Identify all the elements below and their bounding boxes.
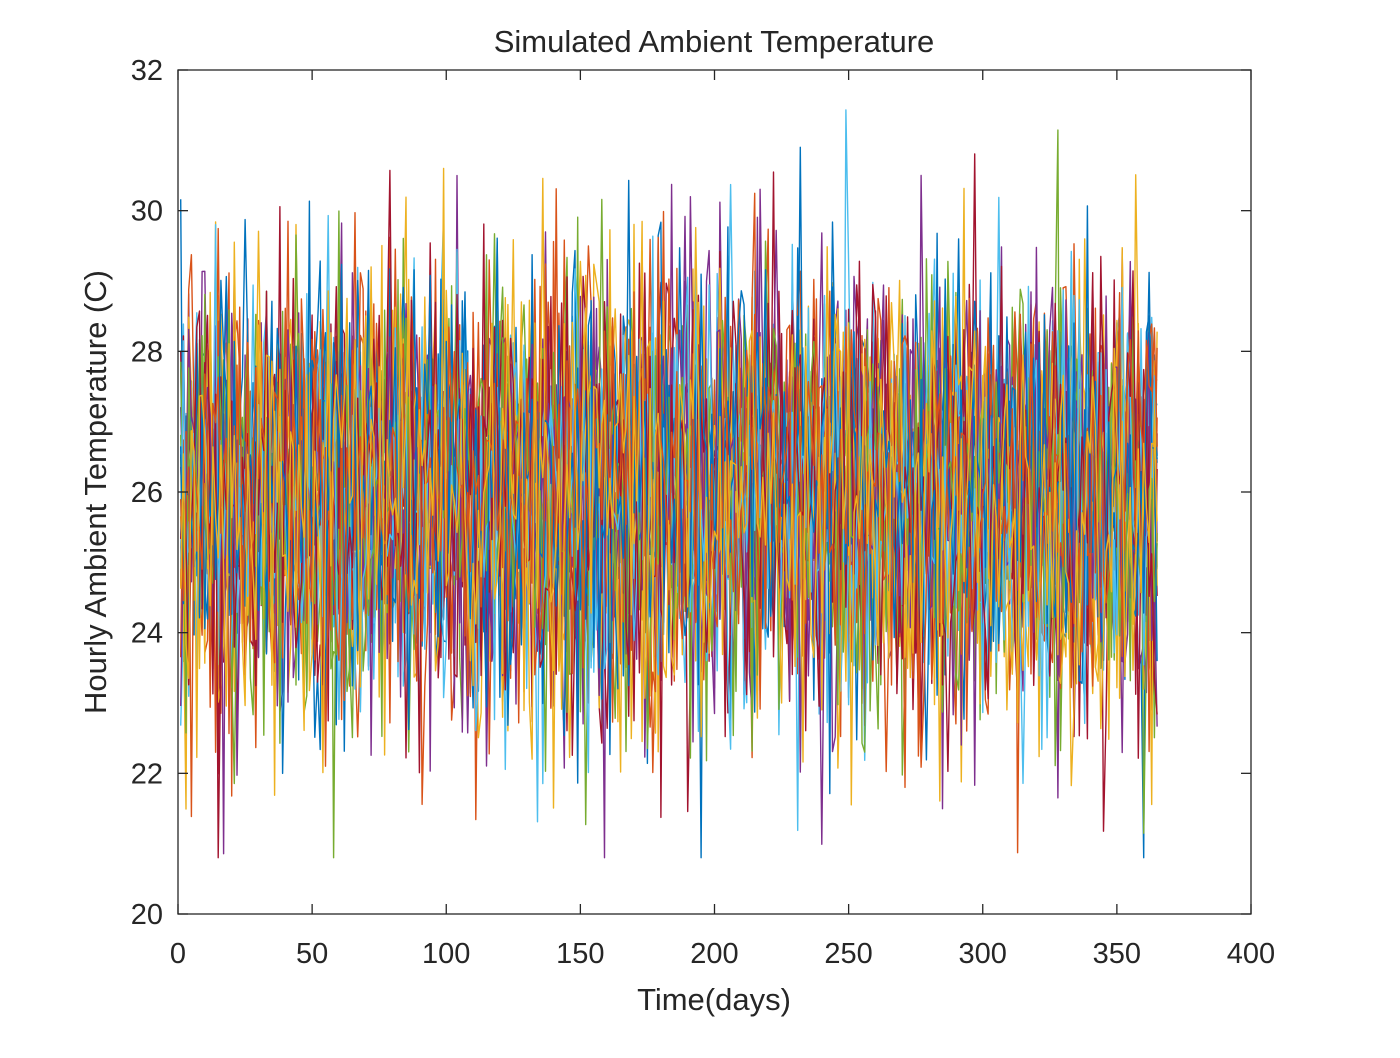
x-tick-label: 300 xyxy=(959,938,1007,970)
x-tick-label: 150 xyxy=(556,938,604,970)
series-line-22 xyxy=(180,146,1158,795)
y-tick-label: 20 xyxy=(131,899,163,931)
y-tick-label: 24 xyxy=(131,618,163,650)
series-line-24 xyxy=(180,167,1158,806)
y-axis-label: Hourly Ambient Temperature (C) xyxy=(78,270,113,714)
y-tick-label: 22 xyxy=(131,758,163,790)
y-tick-label: 30 xyxy=(131,196,163,228)
y-tick-label: 28 xyxy=(131,336,163,368)
ticks: 0 50 100 150 200 250 300 350 400 20 22 24 26 28 30 32 xyxy=(131,55,1275,970)
y-tick-label: 32 xyxy=(131,55,163,87)
x-tick-label: 100 xyxy=(422,938,470,970)
series-lines xyxy=(180,109,1158,859)
x-tick-label: 250 xyxy=(824,938,872,970)
x-axis-label: Time(days) xyxy=(637,982,791,1017)
x-tick-label: 350 xyxy=(1093,938,1141,970)
x-tick-label: 400 xyxy=(1227,938,1275,970)
series-line-23 xyxy=(180,236,1158,818)
x-tick-label: 50 xyxy=(296,938,328,970)
x-tick-label: 0 xyxy=(170,938,186,970)
x-tick-label: 200 xyxy=(690,938,738,970)
chart-title: Simulated Ambient Temperature xyxy=(494,24,935,59)
y-tick-label: 26 xyxy=(131,477,163,509)
